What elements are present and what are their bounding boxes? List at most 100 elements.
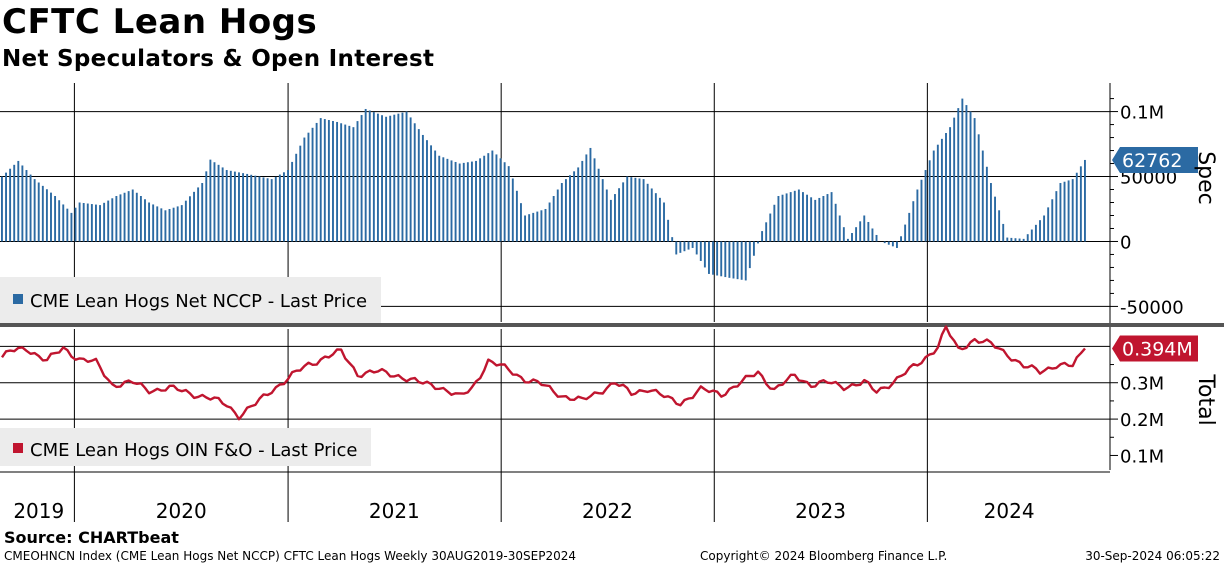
spec-bar [658,197,661,242]
spec-bar [70,212,73,242]
spec-bar [949,127,952,242]
spec-bar [217,164,220,242]
spec-bar [123,192,126,242]
spec-bar [376,113,379,242]
spec-bar [908,212,911,242]
spec-bar [896,241,898,248]
spec-bar [965,105,968,242]
spec-bar [618,188,621,242]
spec-bar [806,194,808,242]
spec-bar [520,203,522,242]
spec-bar [920,179,923,242]
x-year-label: 2020 [156,499,207,523]
spec-bar [168,208,171,242]
spec-bar [1071,179,1074,242]
spec-bar [716,241,719,276]
spec-bar [381,115,383,242]
spec-bar [229,170,232,242]
spec-bar [25,170,28,242]
spec-bar [1030,229,1033,242]
spec-bar [1051,199,1054,242]
spec-bar [462,162,465,242]
spec-bar [605,189,608,242]
spec-bar [33,179,36,242]
spec-bar [266,178,269,242]
spec-bar [225,170,228,242]
spec-bar [814,199,817,242]
spec-bar [891,241,894,247]
spec-bar [74,207,77,242]
spec-bar [569,175,571,242]
spec-bar [1014,238,1017,242]
spec-bar [144,199,146,242]
spec-bar [1026,234,1029,242]
spec-bar [82,203,85,242]
spec-bar [924,170,927,242]
spec-bar [765,222,768,242]
spec-bar [54,196,57,242]
source-note: Source: CHARTbeat [4,528,179,547]
spec-bar [994,196,996,242]
spec-bar [45,189,48,242]
spec-bar [802,192,804,242]
spec-bar [614,194,616,242]
spec-bar [985,166,988,242]
spec-bar [417,129,420,242]
spec-bar [789,192,792,242]
spec-bar [315,122,318,242]
spec-bar [875,234,878,242]
spec-bar [405,111,408,242]
spec-bar [364,108,367,242]
spec-bar [368,110,371,242]
spec-bar [1006,237,1009,242]
spec-bar [961,98,964,242]
spec-bar [679,241,682,253]
spec-bar [115,196,118,242]
spec-bar [1079,166,1082,242]
spec-bar [311,127,314,242]
total-last-value-label: 0.394M [1122,339,1193,361]
x-year-label: 2019 [13,499,64,523]
spec-bar [446,158,449,242]
spec-bar [242,173,245,242]
total-axis-title: Total [1193,373,1218,425]
spec-bar [1002,223,1005,242]
spec-bar [932,150,935,242]
spec-bar [41,185,44,242]
index-info: CMEOHNCN Index (CME Lean Hogs Net NCCP) … [4,549,576,563]
spec-bar [597,168,600,242]
spec-bar [372,112,375,242]
spec-bar [385,116,388,242]
spec-bar [581,160,584,242]
chart-subtitle: Net Speculators & Open Interest [2,46,435,72]
spec-bar [1010,237,1013,242]
spec-bar [855,227,858,242]
spec-bar [99,205,101,242]
total-tick-label: 0.1M [1120,446,1164,467]
spec-bar [495,154,498,242]
spec-bar [900,236,902,242]
spec-bar [430,145,433,242]
spec-bar [282,172,285,242]
spec-bar [470,161,473,242]
spec-bar [172,207,175,242]
spec-axis-title: Spec [1193,151,1218,205]
spec-bar [748,241,751,269]
spec-bar [904,224,907,242]
spec-bar [291,161,294,242]
spec-bar [654,193,657,242]
spec-bar [851,233,853,242]
spec-bar [119,194,122,242]
spec-bar [793,190,796,242]
spec-tick-label: 0.1M [1120,103,1164,124]
spec-bar [246,173,249,242]
spec-bar [773,204,776,242]
spec-bar [536,211,539,242]
spec-bar [593,158,596,242]
spec-bar [1063,181,1066,242]
spec-bar [703,241,706,268]
spec-bar [180,205,183,242]
spec-bar [532,212,535,242]
spec-last-value-tag [1112,146,1198,173]
